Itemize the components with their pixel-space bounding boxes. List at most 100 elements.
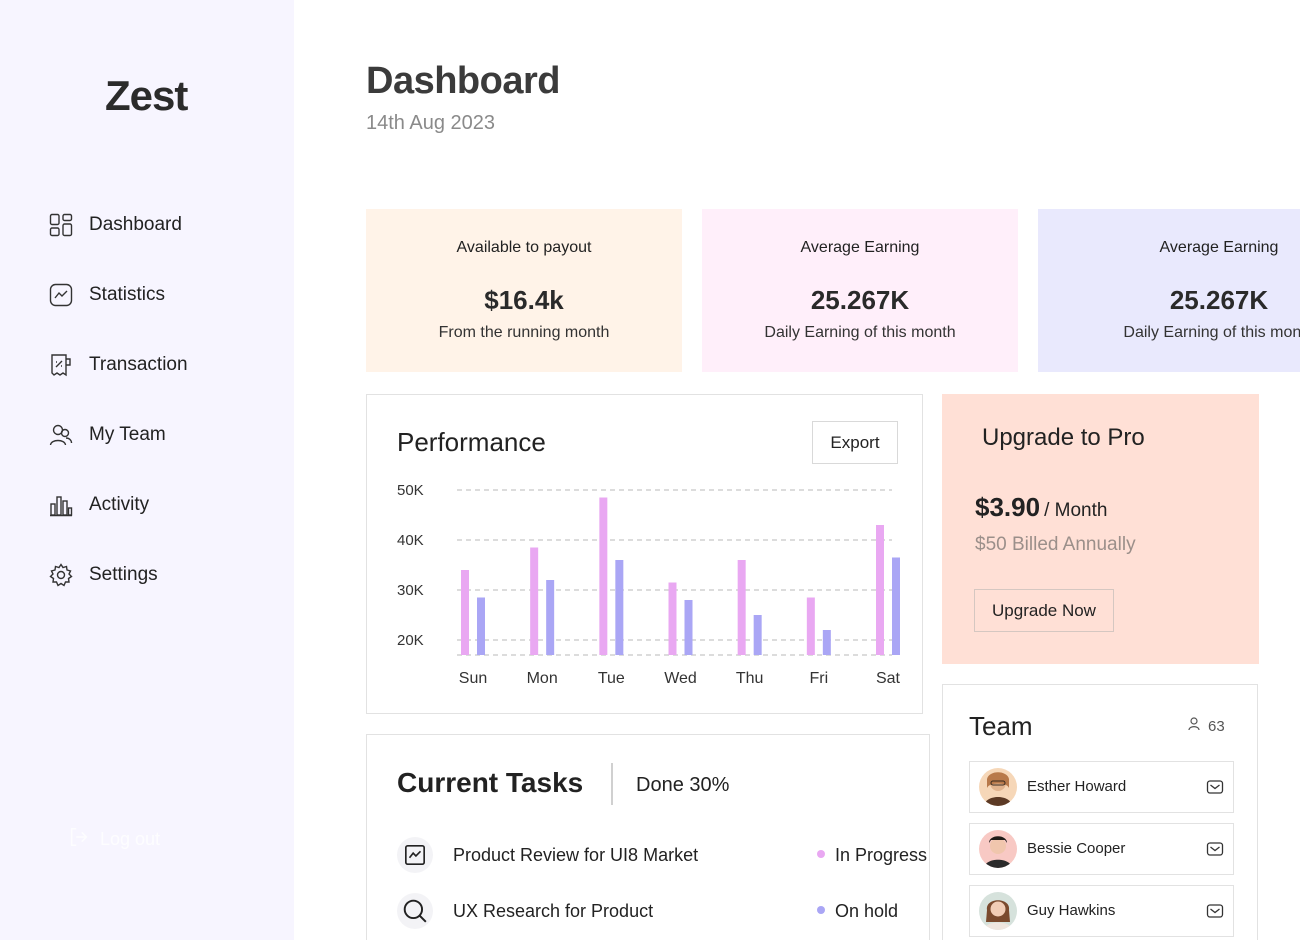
mail-icon[interactable]	[1206, 778, 1224, 796]
avatar	[979, 830, 1017, 868]
performance-chart: 50K 40K 30K 20K Sun Mon Tue Wed Thu Fri Sat	[397, 482, 901, 687]
sidebar-item-transaction[interactable]: Transaction	[48, 350, 188, 380]
bar-thu-series-2	[753, 615, 762, 655]
upgrade-price-line: $3.90/ Month	[975, 492, 1107, 523]
logout-button[interactable]: Log out	[68, 826, 160, 853]
stat-title: Average Earning	[1159, 239, 1279, 256]
sidebar-item-label: Activity	[89, 494, 150, 515]
sidebar-item-label: Dashboard	[89, 214, 182, 235]
divider	[611, 763, 613, 805]
member-name: Esther Howard	[1027, 778, 1127, 795]
bar-wed-series-1	[668, 582, 677, 655]
y-tick-label: 40K	[397, 532, 424, 549]
stat-card-payout: Available to payout $16.4k From the runn…	[366, 209, 682, 372]
sidebar-item-settings[interactable]: Settings	[48, 560, 158, 590]
x-tick-label: Tue	[598, 670, 625, 687]
sidebar-item-activity[interactable]: Activity	[48, 490, 149, 520]
upgrade-title: Upgrade to Pro	[982, 424, 1145, 451]
sidebar-item-dashboard[interactable]: Dashboard	[48, 210, 182, 240]
member-name: Bessie Cooper	[1027, 840, 1126, 857]
stat-title: Average Earning	[800, 239, 920, 256]
task-row[interactable]: Product Review for UI8 Market In Progres…	[397, 837, 927, 873]
gear-icon	[48, 562, 74, 588]
task-status: On hold	[817, 901, 898, 922]
x-tick-label: Fri	[810, 670, 829, 687]
stat-title: Available to payout	[456, 239, 592, 256]
performance-card: 50K 40K 30K 20K Sun Mon Tue Wed Thu Fri Sat Perfor…	[366, 394, 923, 714]
tasks-done-percent: Done 30%	[636, 774, 730, 796]
page-date: 14th Aug 2023	[366, 112, 496, 134]
upgrade-price: $3.90	[975, 492, 1041, 522]
x-tick-label: Mon	[527, 670, 558, 687]
bar-fri-series-2	[822, 630, 831, 655]
team-title: Team	[969, 711, 1033, 741]
x-tick-label: Wed	[664, 670, 697, 687]
user-icon	[1188, 717, 1200, 735]
team-count: 63	[1188, 717, 1225, 735]
bar-mon-series-1	[530, 547, 539, 655]
bar-wed-series-2	[684, 600, 693, 655]
page-title: Dashboard	[366, 60, 560, 102]
stat-value: 25.267K	[1169, 285, 1269, 315]
x-tick-label: Sun	[459, 670, 487, 687]
search-icon	[397, 893, 433, 929]
team-card: Team 63 Esther Howard Bessie Cooper Guy …	[942, 684, 1258, 940]
stat-card-average-earning-2: Average Earning 25.267K Daily Earning of…	[1038, 209, 1300, 372]
current-tasks-card: Current Tasks Done 30% Product Review fo…	[366, 734, 930, 940]
sidebar-item-label: My Team	[89, 424, 166, 445]
stat-subtitle: Daily Earning of this month	[764, 324, 956, 341]
bar-sun-series-1	[461, 570, 469, 655]
upgrade-period: / Month	[1044, 500, 1108, 521]
logout-label: Log out	[100, 829, 161, 849]
task-status: In Progress	[817, 845, 927, 866]
task-row[interactable]: UX Research for Product On hold	[397, 893, 907, 929]
sidebar-item-my-team[interactable]: My Team	[48, 420, 166, 450]
mail-icon[interactable]	[1206, 902, 1224, 920]
tasks-title: Current Tasks	[397, 767, 584, 798]
statistics-icon	[48, 282, 74, 308]
export-button[interactable]: Export	[812, 421, 898, 464]
stat-card-average-earning: Average Earning 25.267K Daily Earning of…	[702, 209, 1018, 372]
team-member[interactable]: Esther Howard	[969, 761, 1234, 813]
bar-thu-series-1	[737, 560, 746, 655]
team-member[interactable]: Bessie Cooper	[969, 823, 1234, 875]
y-tick-label: 20K	[397, 632, 424, 649]
stat-value: $16.4k	[484, 285, 564, 315]
bar-mon-series-2	[546, 580, 555, 655]
upgrade-now-button[interactable]: Upgrade Now	[974, 589, 1114, 632]
status-dot	[817, 906, 825, 915]
team-member[interactable]: Guy Hawkins	[969, 885, 1234, 937]
stat-subtitle: Daily Earning of this month	[1123, 324, 1300, 341]
status-dot	[817, 850, 825, 859]
dashboard-grid-icon	[48, 212, 74, 238]
stat-subtitle: From the running month	[438, 324, 610, 341]
transaction-receipt-icon	[48, 352, 74, 378]
bar-tue-series-1	[599, 497, 608, 655]
task-name: UX Research for Product	[453, 901, 654, 921]
bar-sat-series-1	[876, 525, 884, 655]
sidebar-item-label: Transaction	[89, 354, 188, 375]
app-logo: Zest	[105, 72, 188, 119]
sidebar-item-statistics[interactable]: Statistics	[48, 280, 165, 310]
sidebar: Zest Dashboard Statistics Transaction	[0, 0, 294, 940]
mail-icon[interactable]	[1206, 840, 1224, 858]
y-tick-label: 50K	[397, 482, 424, 499]
trend-chart-icon	[397, 837, 433, 873]
team-users-icon	[48, 422, 74, 448]
performance-title: Performance	[397, 427, 546, 457]
sidebar-item-label: Settings	[89, 564, 158, 585]
avatar	[979, 768, 1017, 806]
y-tick-label: 30K	[397, 582, 424, 599]
member-name: Guy Hawkins	[1027, 902, 1116, 919]
task-name: Product Review for UI8 Market	[453, 845, 699, 865]
x-tick-label: Thu	[736, 670, 764, 687]
stat-value: 25.267K	[810, 285, 910, 315]
x-tick-label: Sat	[876, 670, 901, 687]
upgrade-card: Upgrade to Pro $3.90/ Month $50 Billed A…	[942, 394, 1259, 664]
bar-sat-series-2	[892, 557, 900, 655]
upgrade-billed: $50 Billed Annually	[975, 534, 1136, 555]
avatar	[979, 892, 1017, 930]
activity-bars-icon	[48, 492, 74, 518]
sidebar-item-label: Statistics	[89, 284, 166, 305]
bar-fri-series-1	[806, 597, 815, 655]
